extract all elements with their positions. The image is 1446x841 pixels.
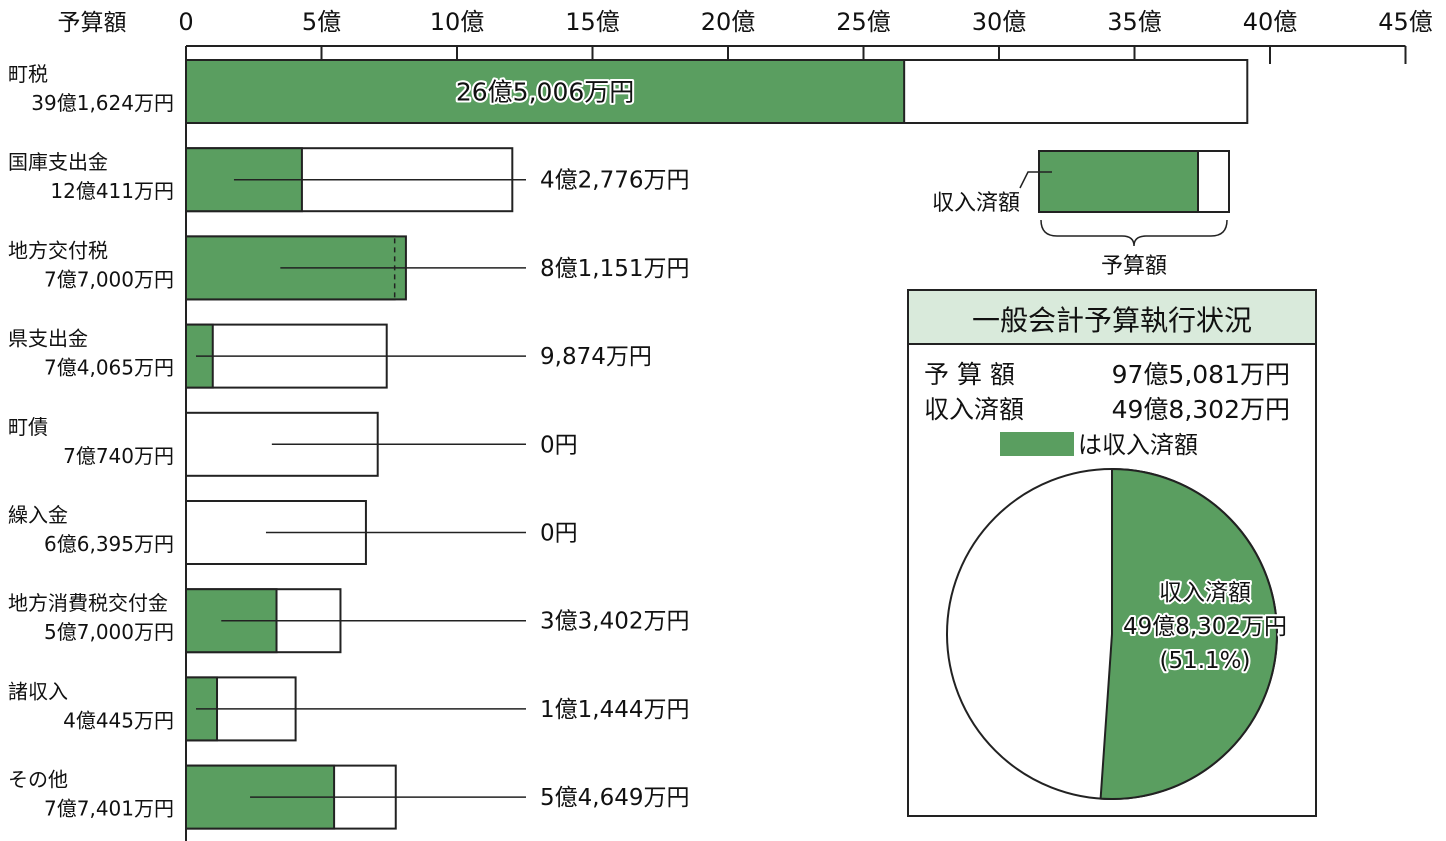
bar-row: 地方消費税交付金 5億7,000万円 3億3,402万円 — [8, 588, 689, 654]
bar-row: 地方交付税 7億7,000万円 8億1,151万円 — [8, 235, 689, 301]
category-label: 国庫支出金 — [8, 150, 108, 174]
bar-row: その他 7億7,401万円 5億4,649万円 — [8, 764, 689, 830]
bar-row: 諸収入 4億445万円 1億1,444万円 — [8, 676, 689, 742]
summary-legend-text: は収入済額 — [1078, 431, 1198, 459]
budget-amount-label: 7億4,065万円 — [44, 356, 174, 380]
bar-row: 国庫支出金 12億411万円 4億2,776万円 — [8, 147, 689, 213]
x-tick-label: 40億 — [1243, 8, 1298, 36]
collected-amount-label: 26億5,006万円 — [456, 78, 634, 107]
summary-collected-value: 49億8,302万円 — [1112, 395, 1290, 424]
summary-legend-swatch — [1000, 432, 1074, 456]
summary-collected-label: 収入済額 — [924, 395, 1024, 424]
x-tick-label: 20億 — [701, 8, 756, 36]
summary-panel: 一般会計予算執行状況 予 算 額 97億5,081万円 収入済額 49億8,30… — [907, 289, 1317, 817]
legend-collected-bar — [1038, 150, 1199, 213]
collected-bar — [185, 59, 906, 124]
summary-budget-label: 予 算 額 — [924, 360, 1015, 389]
x-tick-label: 30億 — [972, 8, 1027, 36]
legend-leader-line — [1019, 171, 1052, 189]
pie-slice-collected — [1099, 467, 1278, 800]
x-axis: 予算額 0 5億 10億 15億 20億 25億 30億 35億 40億 45億 — [58, 8, 1433, 841]
x-tick-label: 15億 — [565, 8, 620, 36]
collected-amount-label: 4億2,776万円 — [540, 168, 689, 194]
budget-amount-label: 5億7,000万円 — [44, 620, 174, 644]
bar-row: 町債 7億740万円 0円 — [8, 411, 578, 477]
category-label: 地方消費税交付金 — [8, 591, 168, 615]
category-label: 地方交付税 — [8, 238, 108, 262]
x-tick-label: 35億 — [1107, 8, 1162, 36]
pie-chart: 収入済額 49億8,302万円 (51.1%) — [946, 467, 1289, 800]
summary-title: 一般会計予算執行状況 — [972, 304, 1252, 337]
collected-amount-label: 8億1,151万円 — [540, 256, 689, 282]
category-label: 県支出金 — [8, 327, 88, 351]
legend-collected-label: 収入済額 — [932, 191, 1020, 216]
category-label: その他 — [8, 768, 68, 792]
x-tick-label: 45億 — [1378, 8, 1433, 36]
pie-slice-name: 収入済額 — [1159, 580, 1251, 606]
pie-slice-amount: 49億8,302万円 — [1123, 614, 1287, 640]
collected-amount-label: 1億1,444万円 — [540, 697, 689, 723]
summary-title-band — [909, 291, 1315, 344]
bar-row: 町税 39億1,624万円 26億5,006万円 — [8, 59, 1249, 124]
legend-budget-label: 予算額 — [1101, 254, 1167, 279]
budget-amount-label: 12億411万円 — [50, 179, 174, 203]
x-tick-label: 10億 — [430, 8, 485, 36]
collected-amount-label: 5億4,649万円 — [540, 785, 689, 811]
category-label: 繰入金 — [8, 503, 68, 527]
budget-amount-label: 4億445万円 — [63, 708, 174, 732]
collected-amount-label: 0円 — [540, 432, 578, 458]
category-label: 町債 — [8, 415, 48, 439]
bar-row: 繰入金 6億6,395万円 0円 — [8, 500, 578, 565]
legend-bracket — [1040, 219, 1228, 247]
bar-row: 県支出金 7億4,065万円 9,874万円 — [8, 323, 652, 389]
x-tick-label: 5億 — [302, 8, 341, 36]
budget-amount-label: 6億6,395万円 — [44, 532, 174, 556]
bar-legend: 収入済額 予算額 — [932, 150, 1230, 279]
category-label: 諸収入 — [8, 679, 68, 703]
x-tick-label: 25億 — [836, 8, 891, 36]
budget-amount-label: 7億740万円 — [63, 444, 174, 468]
summary-budget-value: 97億5,081万円 — [1112, 360, 1290, 389]
pie-slice-percent: (51.1%) — [1159, 648, 1250, 674]
collected-amount-label: 0円 — [540, 521, 578, 547]
budget-amount-label: 7億7,401万円 — [44, 797, 174, 821]
collected-amount-label: 3億3,402万円 — [540, 609, 689, 635]
axis-title: 予算額 — [58, 10, 127, 36]
collected-amount-label: 9,874万円 — [540, 344, 652, 370]
budget-amount-label: 39億1,624万円 — [31, 91, 174, 115]
budget-amount-label: 7億7,000万円 — [44, 267, 174, 291]
x-tick-label: 0 — [178, 8, 193, 36]
category-label: 町税 — [8, 62, 48, 86]
